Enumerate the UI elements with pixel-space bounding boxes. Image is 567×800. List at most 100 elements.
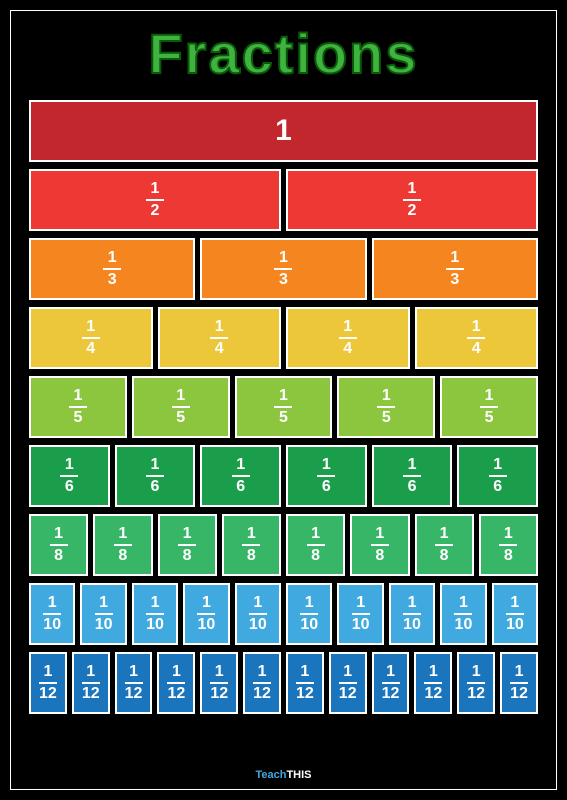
fraction-label: 112 bbox=[253, 664, 271, 702]
fraction-label: 112 bbox=[167, 664, 185, 702]
fraction-bar bbox=[39, 682, 57, 684]
fraction-numerator: 1 bbox=[43, 664, 52, 680]
fraction-row-2: 1212 bbox=[29, 169, 538, 231]
fraction-denominator: 8 bbox=[183, 548, 192, 564]
fraction-denominator: 12 bbox=[125, 686, 143, 702]
fraction-bar bbox=[435, 544, 453, 546]
fraction-bar bbox=[424, 682, 442, 684]
whole-label: 1 bbox=[275, 114, 292, 148]
fraction-bar bbox=[371, 544, 389, 546]
fraction-bar bbox=[467, 337, 485, 339]
fraction-denominator: 5 bbox=[382, 410, 391, 426]
fraction-label: 110 bbox=[352, 595, 370, 633]
fraction-denominator: 10 bbox=[198, 617, 216, 633]
fraction-cell: 110 bbox=[235, 583, 281, 645]
fraction-label: 14 bbox=[210, 319, 228, 357]
fraction-denominator: 10 bbox=[249, 617, 267, 633]
fraction-numerator: 1 bbox=[172, 664, 181, 680]
fraction-denominator: 6 bbox=[65, 479, 74, 495]
fraction-denominator: 8 bbox=[375, 548, 384, 564]
fraction-row-3: 131313 bbox=[29, 238, 538, 300]
fraction-cell: 12 bbox=[286, 169, 538, 231]
fraction-numerator: 1 bbox=[311, 526, 320, 542]
fraction-denominator: 10 bbox=[300, 617, 318, 633]
fraction-numerator: 1 bbox=[183, 526, 192, 542]
fraction-numerator: 1 bbox=[99, 595, 108, 611]
fraction-bar bbox=[506, 613, 524, 615]
fraction-denominator: 8 bbox=[54, 548, 63, 564]
fraction-denominator: 3 bbox=[450, 272, 459, 288]
fraction-numerator: 1 bbox=[48, 595, 57, 611]
fraction-bar bbox=[253, 682, 271, 684]
fraction-label: 112 bbox=[339, 664, 357, 702]
fraction-rows-container: 1121213131314141414151515151516161616161… bbox=[29, 100, 538, 763]
fraction-label: 112 bbox=[39, 664, 57, 702]
fraction-cell: 112 bbox=[372, 652, 410, 714]
fraction-label: 112 bbox=[382, 664, 400, 702]
fraction-numerator: 1 bbox=[86, 664, 95, 680]
fraction-numerator: 1 bbox=[408, 595, 417, 611]
fraction-cell: 18 bbox=[93, 514, 152, 576]
fraction-label: 18 bbox=[114, 526, 132, 564]
fraction-cell: 110 bbox=[440, 583, 486, 645]
fraction-bar bbox=[82, 682, 100, 684]
fraction-row-1: 1 bbox=[29, 100, 538, 162]
fraction-numerator: 1 bbox=[343, 319, 352, 335]
fraction-bar bbox=[146, 475, 164, 477]
fraction-denominator: 6 bbox=[493, 479, 502, 495]
fraction-numerator: 1 bbox=[176, 388, 185, 404]
fraction-cell: 112 bbox=[200, 652, 238, 714]
fraction-denominator: 12 bbox=[339, 686, 357, 702]
fraction-cell: 16 bbox=[29, 445, 110, 507]
fraction-bar bbox=[167, 682, 185, 684]
fraction-cell: 18 bbox=[479, 514, 538, 576]
fraction-bar bbox=[403, 475, 421, 477]
fraction-denominator: 6 bbox=[236, 479, 245, 495]
fraction-denominator: 12 bbox=[467, 686, 485, 702]
fraction-label: 18 bbox=[178, 526, 196, 564]
fraction-bar bbox=[307, 544, 325, 546]
fraction-cell: 110 bbox=[80, 583, 126, 645]
fraction-cell: 110 bbox=[132, 583, 178, 645]
fraction-numerator: 1 bbox=[279, 388, 288, 404]
fraction-bar bbox=[274, 406, 292, 408]
fraction-label: 14 bbox=[82, 319, 100, 357]
fraction-cell: 112 bbox=[500, 652, 538, 714]
fraction-row-5: 1515151515 bbox=[29, 376, 538, 438]
fraction-denominator: 12 bbox=[39, 686, 57, 702]
fraction-label: 110 bbox=[146, 595, 164, 633]
poster-inner: Fractions 112121313131414141415151515151… bbox=[10, 10, 557, 790]
fraction-denominator: 2 bbox=[408, 203, 417, 219]
fraction-cell: 1 bbox=[29, 100, 538, 162]
fraction-cell: 110 bbox=[337, 583, 383, 645]
fraction-cell: 112 bbox=[72, 652, 110, 714]
fraction-label: 16 bbox=[146, 457, 164, 495]
fraction-denominator: 4 bbox=[86, 341, 95, 357]
fraction-cell: 112 bbox=[329, 652, 367, 714]
fraction-denominator: 10 bbox=[146, 617, 164, 633]
fraction-numerator: 1 bbox=[504, 526, 513, 542]
fraction-label: 15 bbox=[274, 388, 292, 426]
fraction-label: 18 bbox=[242, 526, 260, 564]
fraction-cell: 15 bbox=[29, 376, 127, 438]
fraction-denominator: 4 bbox=[472, 341, 481, 357]
fraction-cell: 112 bbox=[457, 652, 495, 714]
fraction-row-4: 14141414 bbox=[29, 307, 538, 369]
fraction-bar bbox=[146, 199, 164, 201]
fraction-bar bbox=[95, 613, 113, 615]
fraction-numerator: 1 bbox=[215, 319, 224, 335]
fraction-cell: 112 bbox=[115, 652, 153, 714]
fraction-numerator: 1 bbox=[129, 664, 138, 680]
fraction-bar bbox=[499, 544, 517, 546]
fraction-cell: 16 bbox=[457, 445, 538, 507]
fraction-denominator: 12 bbox=[210, 686, 228, 702]
fraction-numerator: 1 bbox=[300, 664, 309, 680]
fraction-bar bbox=[210, 337, 228, 339]
fraction-numerator: 1 bbox=[382, 388, 391, 404]
fraction-bar bbox=[467, 682, 485, 684]
fraction-denominator: 10 bbox=[43, 617, 61, 633]
fraction-cell: 18 bbox=[222, 514, 281, 576]
fraction-cell: 110 bbox=[492, 583, 538, 645]
fraction-bar bbox=[146, 613, 164, 615]
fraction-denominator: 12 bbox=[424, 686, 442, 702]
